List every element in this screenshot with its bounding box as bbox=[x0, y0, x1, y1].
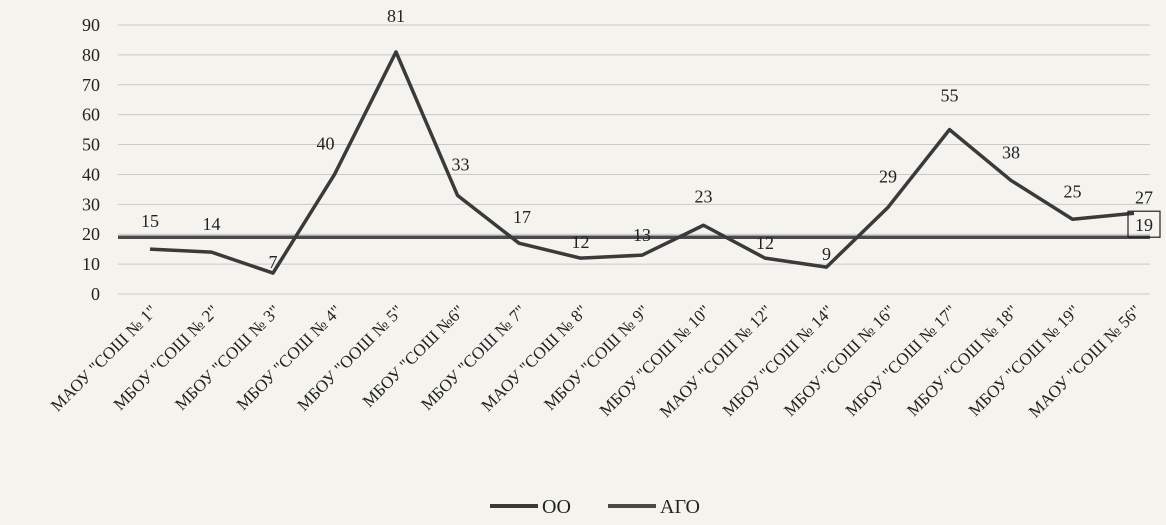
x-tick-label: МАОУ "СОШ № 56" bbox=[1025, 301, 1145, 421]
data-label-oo: 38 bbox=[1002, 142, 1020, 162]
data-labels: 15 14 7 40 81 33 17 12 13 23 12 9 29 55 38 25 27 19 bbox=[141, 6, 1161, 272]
x-tick-label: МБОУ "СОШ № 2" bbox=[110, 301, 223, 414]
legend-label: АГО bbox=[660, 496, 700, 518]
y-tick-label: 20 bbox=[82, 224, 100, 244]
data-label-oo: 27 bbox=[1135, 187, 1153, 207]
x-tick-label: МБОУ "СОШ №6" bbox=[359, 301, 469, 411]
legend-label: ОО bbox=[542, 496, 571, 518]
data-label-oo: 12 bbox=[756, 233, 774, 253]
x-tick-label: МБОУ "СОШ № 17" bbox=[842, 301, 961, 420]
x-tick-label: МБОУ "СОШ № 10" bbox=[596, 301, 715, 420]
data-label-oo: 23 bbox=[695, 186, 713, 206]
data-label-oo: 15 bbox=[141, 211, 159, 231]
data-label-oo: 81 bbox=[387, 6, 405, 26]
data-label-oo: 25 bbox=[1064, 181, 1082, 201]
y-tick-label: 30 bbox=[82, 194, 100, 214]
data-label-oo: 9 bbox=[822, 244, 831, 264]
data-label-oo: 14 bbox=[203, 214, 221, 234]
x-tick-label: МАОУ "СОШ № 1" bbox=[47, 301, 161, 415]
y-tick-label: 60 bbox=[82, 105, 100, 125]
x-tick-label: МБОУ "СОШ № 19" bbox=[965, 301, 1084, 420]
y-tick-label: 80 bbox=[82, 45, 100, 65]
data-label-oo: 55 bbox=[941, 86, 959, 106]
x-tick-label: МБОУ "ООШ № 5" bbox=[294, 301, 407, 414]
y-tick-label: 10 bbox=[82, 254, 100, 274]
data-label-oo: 40 bbox=[317, 133, 335, 153]
x-tick-label: МБОУ "СОШ № 9" bbox=[540, 301, 653, 414]
x-tick-label: МБОУ "СОШ № 3" bbox=[171, 301, 284, 414]
x-tick-label: МБОУ "СОШ № 4" bbox=[233, 301, 346, 414]
x-tick-label: МБОУ "СОШ № 16" bbox=[780, 301, 899, 420]
data-label-ago-box bbox=[1127, 210, 1161, 238]
grid-lines bbox=[118, 24, 1150, 295]
data-label-oo: 12 bbox=[572, 232, 590, 252]
data-label-ago: 19 bbox=[1135, 215, 1153, 235]
legend: ОО АГО bbox=[490, 496, 700, 518]
series-lines bbox=[118, 50, 1150, 275]
y-tick-label: 50 bbox=[82, 135, 100, 155]
x-tick-label: МБОУ "СОШ № 18" bbox=[903, 301, 1022, 420]
data-label-oo: 17 bbox=[513, 207, 531, 227]
x-tick-label: МАОУ "СОШ № 8" bbox=[477, 301, 591, 415]
x-axis-ticks: МАОУ "СОШ № 1"МБОУ "СОШ № 2"МБОУ "СОШ № … bbox=[47, 301, 1145, 421]
data-label-oo: 13 bbox=[633, 225, 651, 245]
data-label-oo: 7 bbox=[269, 252, 278, 272]
data-label-oo: 29 bbox=[879, 166, 897, 186]
y-tick-label: 0 bbox=[91, 284, 100, 304]
x-tick-label: МБОУ "СОШ № 14" bbox=[719, 301, 838, 420]
y-axis-ticks: 0 10 20 30 40 50 60 70 80 90 bbox=[82, 15, 100, 304]
y-tick-label: 90 bbox=[82, 15, 100, 35]
x-tick-label: МАОУ "СОШ № 12" bbox=[656, 301, 776, 421]
x-tick-label: МБОУ "СОШ № 7" bbox=[417, 301, 530, 414]
data-label-oo: 33 bbox=[452, 154, 470, 174]
series-line-oo bbox=[149, 50, 1135, 275]
y-tick-label: 40 bbox=[82, 164, 100, 184]
y-tick-label: 70 bbox=[82, 75, 100, 95]
